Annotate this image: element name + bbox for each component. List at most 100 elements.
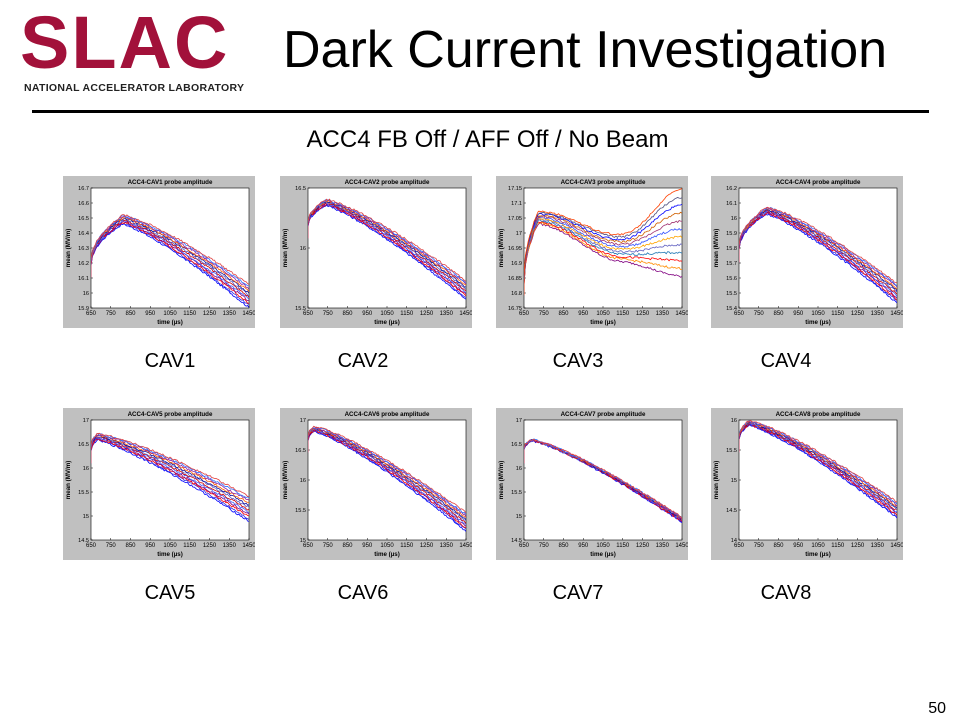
series-line bbox=[524, 197, 682, 296]
x-tick-label: 750 bbox=[323, 543, 334, 549]
series-group bbox=[524, 188, 682, 296]
x-tick-label: 950 bbox=[145, 311, 156, 317]
series-line bbox=[91, 220, 249, 302]
series-line bbox=[308, 427, 466, 524]
x-tick-label: 1250 bbox=[420, 543, 434, 549]
y-tick-label: 16.75 bbox=[508, 306, 522, 312]
series-line bbox=[91, 214, 249, 285]
x-tick-label: 1050 bbox=[163, 311, 177, 317]
series-group bbox=[91, 214, 249, 308]
y-tick-label: 16 bbox=[83, 466, 89, 472]
x-tick-label: 1150 bbox=[831, 543, 845, 549]
series-line bbox=[91, 434, 249, 501]
series-line bbox=[524, 438, 682, 519]
x-tick-label: 1450 bbox=[675, 543, 688, 549]
y-tick-label: 15.9 bbox=[726, 231, 737, 237]
plot-title: ACC4-CAV1 probe amplitude bbox=[128, 179, 213, 186]
series-line bbox=[308, 199, 466, 283]
y-tick-label: 16.5 bbox=[511, 442, 522, 448]
series-line bbox=[91, 436, 249, 511]
cavity-label: CAV7 bbox=[552, 582, 604, 604]
series-line bbox=[739, 420, 897, 505]
y-tick-label: 16.1 bbox=[78, 276, 89, 282]
series-line bbox=[524, 222, 682, 296]
x-tick-label: 1250 bbox=[636, 543, 650, 549]
plot-title: ACC4-CAV7 probe amplitude bbox=[561, 411, 646, 418]
x-tick-label: 850 bbox=[342, 311, 353, 317]
y-tick-label: 16.3 bbox=[78, 246, 89, 252]
y-tick-label: 16 bbox=[83, 291, 89, 297]
series-group bbox=[308, 198, 466, 300]
series-line bbox=[739, 209, 897, 292]
series-line bbox=[308, 204, 466, 300]
x-tick-label: 1050 bbox=[596, 543, 610, 549]
cavity-label: CAV5 bbox=[144, 582, 196, 604]
x-axis-label: time (µs) bbox=[805, 319, 831, 326]
series-line bbox=[524, 203, 682, 296]
y-axis-label: mean (MV/m) bbox=[282, 461, 289, 500]
y-tick-label: 15.6 bbox=[726, 276, 737, 282]
x-tick-label: 950 bbox=[578, 311, 589, 317]
y-tick-label: 16.1 bbox=[726, 201, 737, 207]
series-line bbox=[308, 427, 466, 515]
cavity-plot-svg: ACC4-CAV8 probe amplitude 650 750 850 950 105… bbox=[711, 408, 903, 560]
series-line bbox=[524, 216, 682, 296]
x-tick-label: 1250 bbox=[203, 311, 217, 317]
y-tick-label: 15.4 bbox=[726, 306, 737, 312]
y-tick-label: 17.15 bbox=[508, 186, 522, 192]
x-tick-label: 1350 bbox=[223, 543, 237, 549]
y-axis-label: mean (MV/m) bbox=[713, 461, 720, 500]
y-tick-label: 14.5 bbox=[511, 538, 522, 544]
x-tick-label: 750 bbox=[106, 543, 117, 549]
x-tick-label: 1350 bbox=[871, 311, 885, 317]
y-tick-label: 14 bbox=[731, 538, 737, 544]
y-tick-label: 16 bbox=[731, 418, 737, 424]
x-tick-label: 1450 bbox=[459, 311, 472, 317]
x-tick-label: 1350 bbox=[223, 311, 237, 317]
cavity-plot-2: ACC4-CAV2 probe amplitude 650 750 850 950 105… bbox=[280, 176, 472, 328]
y-tick-label: 15 bbox=[300, 538, 306, 544]
plot-title: ACC4-CAV3 probe amplitude bbox=[561, 179, 646, 186]
x-tick-label: 950 bbox=[362, 311, 373, 317]
cavity-plot-1: ACC4-CAV1 probe amplitude 650 750 850 950 105… bbox=[63, 176, 255, 328]
x-tick-label: 1350 bbox=[656, 543, 670, 549]
x-tick-label: 1250 bbox=[203, 543, 217, 549]
y-tick-label: 16.2 bbox=[726, 186, 737, 192]
x-tick-label: 650 bbox=[734, 543, 745, 549]
y-tick-label: 16 bbox=[516, 466, 522, 472]
y-tick-label: 15 bbox=[731, 478, 737, 484]
y-tick-label: 17 bbox=[516, 231, 522, 237]
series-line bbox=[524, 221, 682, 296]
y-tick-label: 16.2 bbox=[78, 261, 89, 267]
y-tick-label: 16.5 bbox=[295, 448, 306, 454]
y-tick-label: 17 bbox=[516, 418, 522, 424]
series-line bbox=[739, 209, 897, 297]
x-tick-label: 1450 bbox=[890, 311, 903, 317]
x-tick-label: 750 bbox=[323, 311, 334, 317]
series-group bbox=[739, 420, 897, 519]
cavity-label: CAV1 bbox=[144, 350, 196, 372]
plot-title: ACC4-CAV4 probe amplitude bbox=[776, 179, 861, 186]
page-number: 50 bbox=[928, 700, 946, 717]
x-tick-label: 1350 bbox=[656, 311, 670, 317]
x-tick-label: 650 bbox=[303, 311, 314, 317]
plot-title: ACC4-CAV6 probe amplitude bbox=[345, 411, 430, 418]
y-tick-label: 16 bbox=[731, 216, 737, 222]
x-axis-label: time (µs) bbox=[590, 551, 616, 558]
x-tick-label: 950 bbox=[578, 543, 589, 549]
y-axis-label: mean (MV/m) bbox=[498, 229, 505, 268]
x-axis-label: time (µs) bbox=[805, 551, 831, 558]
plot-area bbox=[523, 419, 683, 541]
y-tick-label: 15.7 bbox=[726, 261, 737, 267]
cavity-plot-svg: ACC4-CAV3 probe amplitude 650 750 850 950 105… bbox=[496, 176, 688, 328]
plot-title: ACC4-CAV2 probe amplitude bbox=[345, 179, 430, 186]
title-divider bbox=[32, 110, 929, 113]
x-tick-label: 1050 bbox=[380, 311, 394, 317]
cavity-plot-7: ACC4-CAV7 probe amplitude 650 750 850 950 105… bbox=[496, 408, 688, 560]
x-tick-label: 950 bbox=[793, 543, 804, 549]
x-tick-label: 650 bbox=[303, 543, 314, 549]
series-group bbox=[739, 206, 897, 304]
x-tick-label: 1150 bbox=[616, 543, 630, 549]
x-tick-label: 950 bbox=[362, 543, 373, 549]
y-axis-label: mean (MV/m) bbox=[65, 461, 72, 500]
